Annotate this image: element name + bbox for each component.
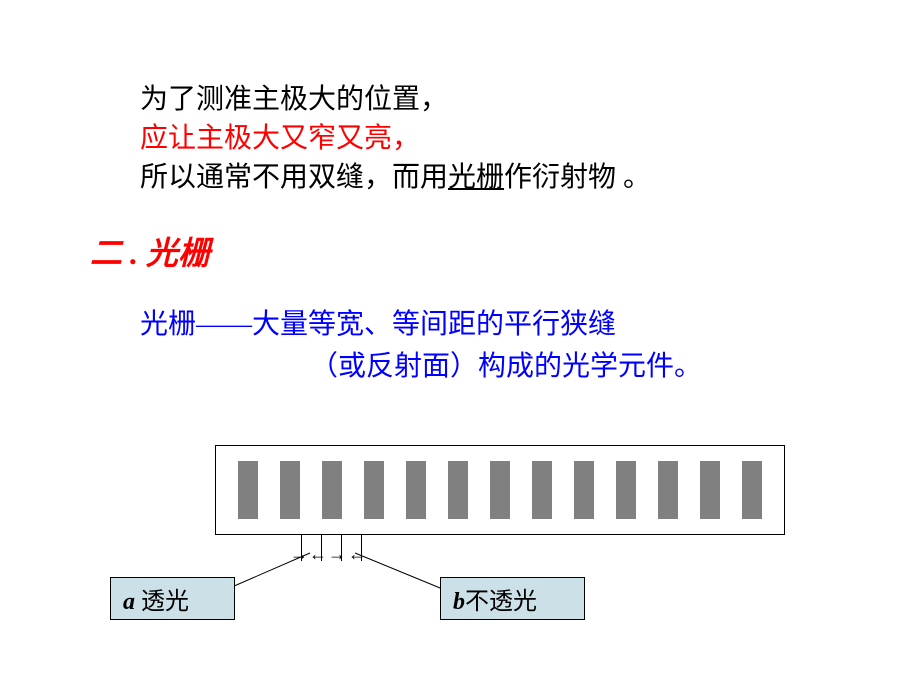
grating-definition: 光栅——大量等宽、等间距的平行狭缝 （或反射面）构成的光学元件。 <box>140 304 860 388</box>
intro-line-3c: 作衍射物 。 <box>504 162 651 193</box>
label-b-box: b不透光 <box>440 577 585 620</box>
grating-slit <box>490 461 510 519</box>
label-a-symbol: a <box>123 589 135 615</box>
intro-line-1: 为了测准主极大的位置， <box>140 80 860 119</box>
grating-slit <box>574 461 594 519</box>
label-a-text: 透光 <box>135 589 189 615</box>
label-b-symbol: b <box>453 589 465 615</box>
intro-line-3a: 所以通常不用双缝，而用 <box>140 162 448 193</box>
grating-box <box>215 445 785 535</box>
definition-line-1: 光栅——大量等宽、等间距的平行狭缝 <box>140 304 860 346</box>
grating-slit <box>532 461 552 519</box>
grating-slit <box>616 461 636 519</box>
definition-line-2: （或反射面）构成的光学元件。 <box>310 346 860 388</box>
intro-line-2: 应让主极大又窄又亮， <box>140 119 860 158</box>
section-title: 二 . 光栅 <box>90 228 860 274</box>
grating-slit <box>364 461 384 519</box>
grating-slit <box>448 461 468 519</box>
grating-slit <box>238 461 258 519</box>
grating-slit <box>700 461 720 519</box>
label-b-text: 不透光 <box>465 589 537 615</box>
grating-slit <box>658 461 678 519</box>
arrow-marker: → <box>328 545 346 563</box>
grating-diagram: → ← → ← a 透光 b不透光 <box>215 445 785 645</box>
grating-slit <box>406 461 426 519</box>
grating-slit <box>742 461 762 519</box>
slide-content: 为了测准主极大的位置， 应让主极大又窄又亮， 所以通常不用双缝，而用光栅作衍射物… <box>0 0 920 388</box>
intro-line-3b: 光栅 <box>448 162 504 193</box>
tick-line <box>341 535 342 561</box>
grating-slit <box>322 461 342 519</box>
label-a-box: a 透光 <box>110 577 235 620</box>
grating-slit <box>280 461 300 519</box>
intro-line-3: 所以通常不用双缝，而用光栅作衍射物 。 <box>140 158 860 197</box>
